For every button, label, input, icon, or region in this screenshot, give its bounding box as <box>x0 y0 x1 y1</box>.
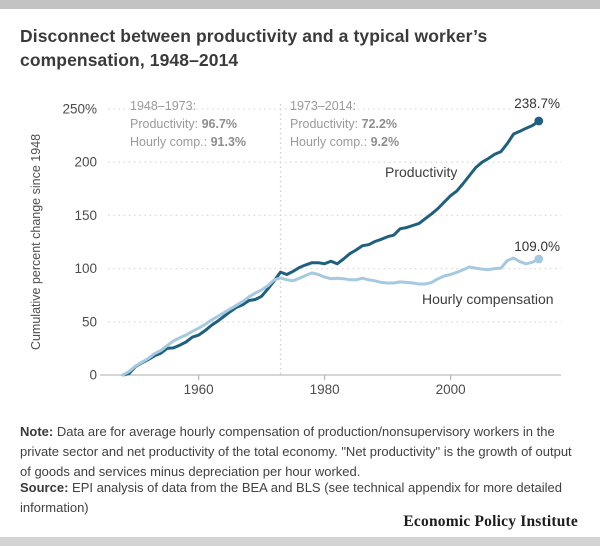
annotation-block-1: 1948–1973: Productivity: 96.7% Hourly comp… <box>130 99 246 149</box>
annotation-block-2: 1973–2014: Productivity: 72.2% Hourly comp… <box>290 99 399 149</box>
series-labels: 238.7% 109.0% Productivity Hourly compensat… <box>385 96 560 307</box>
compensation-endpoint <box>534 254 544 264</box>
source-text: Source: EPI analysis of data from the BE… <box>20 478 586 518</box>
productivity-endpoint <box>534 116 544 126</box>
annotation-period: 1973–2014: <box>290 99 356 113</box>
annotation-comp: Hourly comp.: 91.3% <box>130 135 246 149</box>
y-tick-label-200: 200 <box>74 155 97 170</box>
period-annotations: 1948–1973: Productivity: 96.7% Hourly comp… <box>130 99 399 149</box>
compensation-line <box>121 256 541 377</box>
top-border-strip <box>0 0 600 9</box>
bottom-border-strip <box>0 537 600 546</box>
annotation-productivity: Productivity: 72.2% <box>290 117 397 131</box>
y-tick-label-150: 150 <box>74 208 97 223</box>
data-series <box>121 116 544 377</box>
y-tick-label-0: 0 <box>89 368 97 383</box>
source-body: EPI analysis of data from the BEA and BL… <box>20 480 562 515</box>
chart-canvas: 250% 200 150 100 50 0 1960 1980 2000 Cumulative p… <box>29 96 561 397</box>
annotation-productivity: Productivity: 96.7% <box>130 117 237 131</box>
note-text: Note: Data are for average hourly compen… <box>20 422 586 481</box>
compensation-label: Hourly compensation <box>422 291 554 307</box>
productivity-label: Productivity <box>385 164 457 180</box>
x-tick-label-2000: 2000 <box>436 382 466 397</box>
note-body: Data are for average hourly compensation… <box>20 424 572 479</box>
x-tick-label-1980: 1980 <box>310 382 340 397</box>
y-tick-label-100: 100 <box>74 261 97 276</box>
epi-logo: Economic Policy Institute <box>403 513 578 530</box>
compensation-end-value: 109.0% <box>514 239 560 254</box>
annotation-period: 1948–1973: <box>130 99 196 113</box>
x-tick-label-1960: 1960 <box>184 382 214 397</box>
source-label: Source: <box>20 480 69 495</box>
productivity-line <box>121 119 541 377</box>
productivity-end-value: 238.7% <box>514 96 560 111</box>
y-tick-label-50: 50 <box>82 314 97 329</box>
note-label: Note: <box>20 424 54 439</box>
axes: 250% 200 150 100 50 0 1960 1980 2000 Cumulative p… <box>29 102 561 397</box>
chart-title: Disconnect between productivity and a ty… <box>20 26 488 70</box>
y-tick-label-250: 250% <box>62 102 97 117</box>
y-axis-title: Cumulative percent change since 1948 <box>29 134 43 350</box>
annotation-comp: Hourly comp.: 9.2% <box>290 135 399 149</box>
